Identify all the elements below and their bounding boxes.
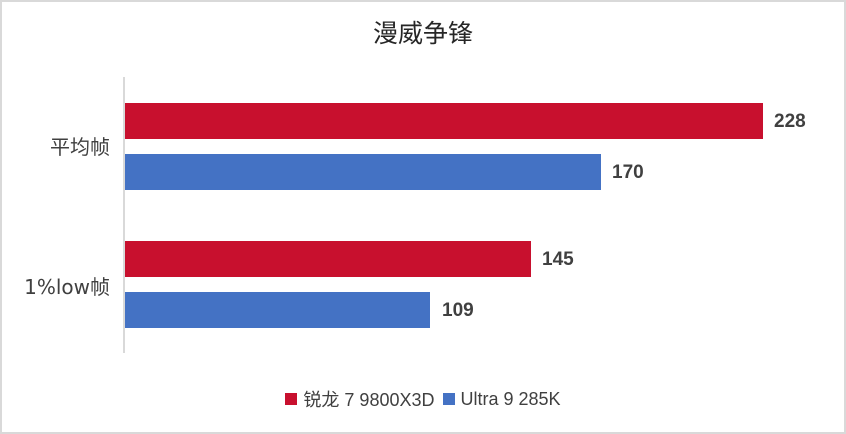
data-label-285k-low: 109 xyxy=(442,300,474,321)
legend-label: Ultra 9 285K xyxy=(460,388,561,409)
data-label-9800x3d-avg: 228 xyxy=(774,111,806,132)
legend-item-9800x3d[interactable]: 锐龙 7 9800X3D xyxy=(285,386,435,412)
category-label-1pct-low: 1%low帧 xyxy=(24,275,110,299)
legend: 锐龙 7 9800X3D Ultra 9 285K xyxy=(0,386,846,412)
chart-title: 漫威争锋 xyxy=(372,19,473,48)
bar-285k-low xyxy=(125,292,430,328)
bar-9800x3d-avg xyxy=(125,103,763,139)
data-label-285k-avg: 170 xyxy=(612,162,644,183)
category-axis-line xyxy=(123,77,125,353)
legend-swatch-red xyxy=(285,393,298,405)
bar-9800x3d-low xyxy=(125,241,531,277)
bar-285k-avg xyxy=(125,154,601,190)
category-label-avg-fps: 平均帧 xyxy=(50,135,110,159)
legend-label: 锐龙 7 9800X3D xyxy=(303,390,435,410)
data-label-9800x3d-low: 145 xyxy=(542,249,574,270)
legend-swatch-blue xyxy=(442,393,455,405)
legend-item-285k[interactable]: Ultra 9 285K xyxy=(442,388,561,410)
